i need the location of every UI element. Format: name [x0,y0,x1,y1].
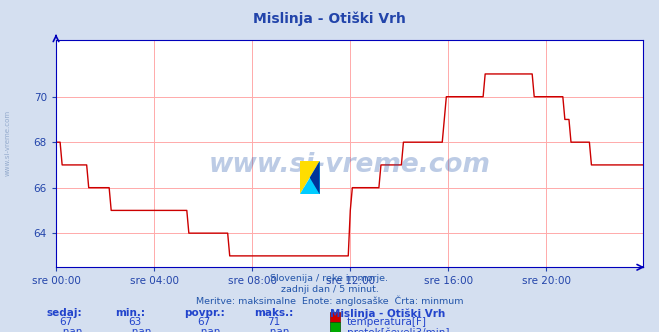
Text: 67: 67 [198,317,211,327]
Text: Mislinja - Otiški Vrh: Mislinja - Otiški Vrh [253,12,406,26]
Text: www.si-vreme.com: www.si-vreme.com [5,110,11,176]
Text: Mislinja - Otiški Vrh: Mislinja - Otiški Vrh [330,308,445,319]
Polygon shape [310,161,320,194]
Text: zadnji dan / 5 minut.: zadnji dan / 5 minut. [281,285,378,294]
Text: Meritve: maksimalne  Enote: anglosaške  Črta: minmum: Meritve: maksimalne Enote: anglosaške Čr… [196,296,463,306]
Text: 63: 63 [129,317,142,327]
Text: Slovenija / reke in morje.: Slovenija / reke in morje. [270,274,389,283]
Text: povpr.:: povpr.: [185,308,225,318]
Polygon shape [300,161,320,194]
Text: 71: 71 [267,317,280,327]
Text: 67: 67 [59,317,72,327]
Polygon shape [300,161,320,194]
Text: maks.:: maks.: [254,308,293,318]
Text: -nan: -nan [267,327,290,332]
Text: sedaj:: sedaj: [46,308,82,318]
Text: temperatura[F]: temperatura[F] [347,317,426,327]
Text: -nan: -nan [129,327,152,332]
Text: -nan: -nan [198,327,221,332]
Text: www.si-vreme.com: www.si-vreme.com [208,152,490,178]
Text: -nan: -nan [59,327,82,332]
Text: pretok[čevelj3/min]: pretok[čevelj3/min] [347,327,449,332]
Text: min.:: min.: [115,308,146,318]
